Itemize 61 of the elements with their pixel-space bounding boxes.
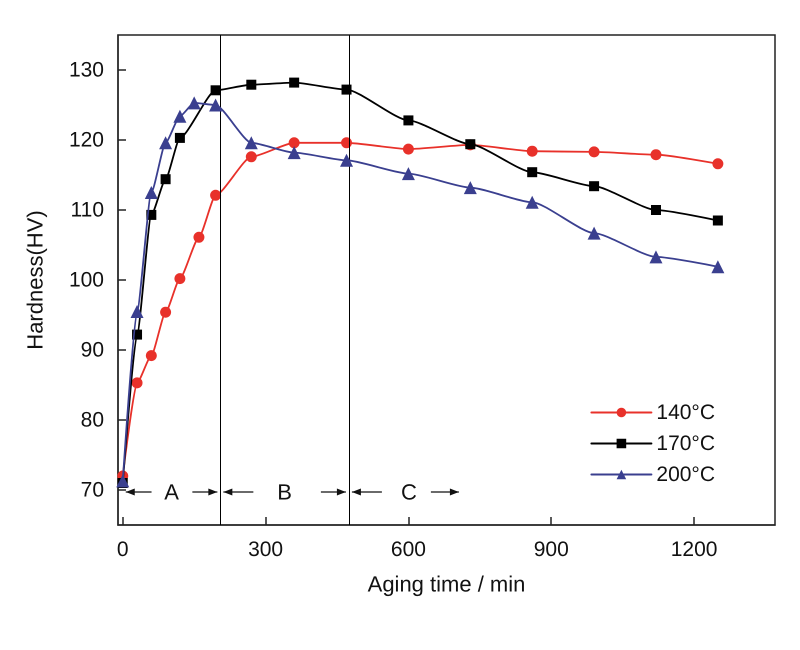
legend-label: 200°C bbox=[656, 463, 716, 486]
annotation: C bbox=[400, 480, 417, 504]
point bbox=[403, 115, 414, 126]
annotation: A bbox=[164, 480, 180, 504]
point bbox=[210, 190, 222, 201]
y-tick-label: 120 bbox=[68, 128, 104, 152]
y-tick-label: 90 bbox=[80, 338, 104, 362]
point bbox=[288, 146, 301, 160]
x-tick-label: 900 bbox=[534, 538, 569, 561]
point bbox=[116, 474, 130, 488]
point bbox=[712, 216, 723, 226]
point bbox=[711, 260, 724, 274]
point bbox=[132, 377, 143, 388]
y-tick-label: 80 bbox=[80, 408, 104, 432]
x-tick-label: 600 bbox=[390, 538, 426, 561]
point bbox=[146, 350, 157, 362]
point bbox=[188, 96, 201, 110]
point bbox=[159, 136, 172, 150]
point bbox=[588, 226, 601, 240]
point bbox=[402, 144, 414, 155]
point bbox=[464, 181, 477, 194]
point bbox=[160, 306, 172, 318]
point bbox=[246, 80, 256, 90]
point bbox=[650, 149, 662, 160]
point bbox=[289, 78, 300, 88]
point bbox=[588, 146, 600, 158]
x-tick-label: 1200 bbox=[670, 538, 718, 561]
point bbox=[209, 98, 222, 112]
point bbox=[288, 137, 300, 148]
point bbox=[144, 186, 158, 199]
x-tick-label: 0 bbox=[116, 538, 129, 561]
annotation: B bbox=[277, 480, 292, 504]
point bbox=[402, 167, 415, 180]
point bbox=[649, 250, 662, 264]
point bbox=[193, 232, 204, 243]
y-tick-label: 130 bbox=[68, 58, 104, 82]
point bbox=[340, 154, 354, 167]
y-tick-label: 110 bbox=[70, 198, 104, 222]
y-tick-label: 100 bbox=[68, 268, 104, 292]
point bbox=[173, 110, 186, 123]
point bbox=[527, 167, 538, 178]
point bbox=[160, 174, 171, 184]
point bbox=[244, 136, 258, 150]
x-tick-label: 300 bbox=[248, 538, 284, 561]
point bbox=[210, 85, 221, 96]
x-axis-title: Aging time / min bbox=[368, 572, 526, 596]
point bbox=[174, 273, 186, 284]
point bbox=[342, 84, 352, 95]
y-tick-label: 70 bbox=[80, 478, 104, 502]
point bbox=[341, 137, 352, 148]
legend-label: 140°C bbox=[656, 401, 716, 424]
point bbox=[130, 305, 144, 318]
point bbox=[589, 181, 600, 192]
point bbox=[712, 158, 724, 170]
legend-label: 170°C bbox=[656, 432, 716, 455]
point bbox=[526, 196, 539, 209]
point bbox=[174, 132, 185, 143]
point bbox=[650, 205, 661, 215]
y-axis-title: Hardness(HV) bbox=[22, 210, 48, 350]
point bbox=[246, 151, 257, 162]
point bbox=[526, 146, 538, 157]
